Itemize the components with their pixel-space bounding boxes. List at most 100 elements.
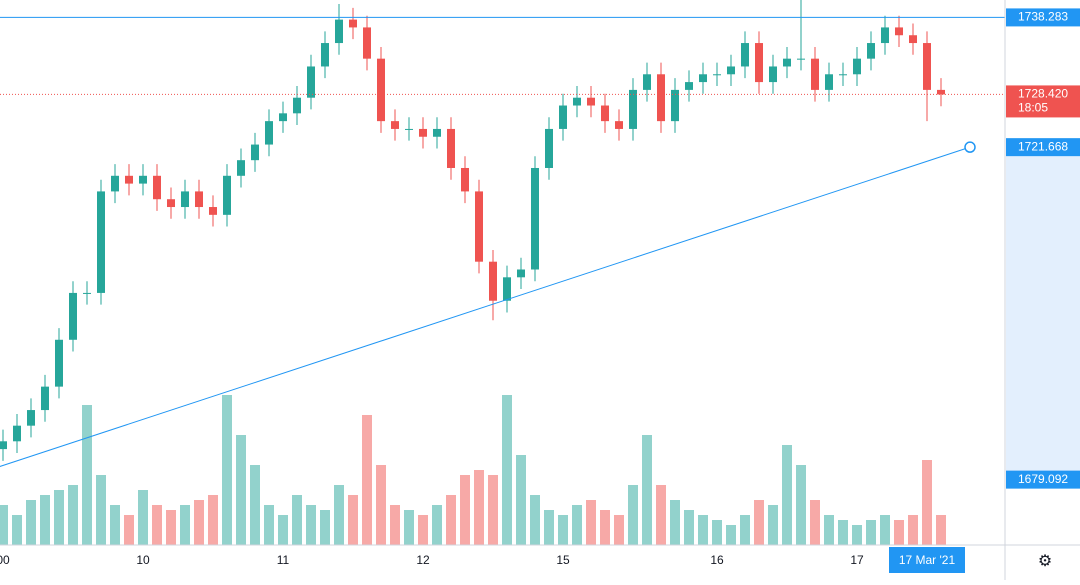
candle-body xyxy=(629,89,637,129)
volume-bar xyxy=(96,475,106,545)
candle-body xyxy=(559,105,567,129)
candle-body xyxy=(587,97,595,106)
volume-bar xyxy=(474,470,484,545)
candle-body xyxy=(125,175,133,184)
volume-bar xyxy=(446,495,456,545)
candle-body xyxy=(0,441,7,450)
countdown: 18:05 xyxy=(1018,101,1048,115)
candle-body xyxy=(755,43,763,83)
candle-body xyxy=(461,167,469,192)
volume-bar xyxy=(166,510,176,545)
volume-bar xyxy=(362,415,372,545)
volume-bar xyxy=(264,505,274,545)
candle-body xyxy=(181,191,189,208)
x-tick-label: 17 Mar '21 xyxy=(899,553,956,567)
volume-bar xyxy=(922,460,932,545)
volume-bar xyxy=(12,515,22,545)
candle-body xyxy=(405,128,413,130)
candle-body xyxy=(601,105,609,122)
x-tick-label: 12 xyxy=(416,553,430,567)
volume-bar xyxy=(782,445,792,545)
volume-bar xyxy=(516,455,526,545)
candle-body xyxy=(27,410,35,426)
volume-bar xyxy=(936,515,946,545)
volume-bar xyxy=(432,505,442,545)
candle-body xyxy=(55,339,63,387)
candle-body xyxy=(797,58,805,60)
candle-body xyxy=(685,82,693,90)
volume-bar xyxy=(222,395,232,545)
candle-body xyxy=(209,207,217,215)
candle-body xyxy=(517,269,525,278)
volume-bar xyxy=(586,500,596,545)
volume-bar xyxy=(208,495,218,545)
volume-bar xyxy=(26,500,36,545)
volume-bar xyxy=(194,500,204,545)
volume-bar xyxy=(152,505,162,545)
volume-bar xyxy=(54,490,64,545)
candle-body xyxy=(643,74,651,90)
price-label: 1728.420 xyxy=(1018,87,1068,101)
x-tick-label: 16 xyxy=(710,553,724,567)
candle-body xyxy=(937,89,945,95)
volume-bar xyxy=(768,505,778,545)
volume-bar xyxy=(334,485,344,545)
volume-bar xyxy=(558,515,568,545)
candle-body xyxy=(923,43,931,90)
price-label-box xyxy=(1006,138,1080,157)
volume-bar xyxy=(712,520,722,545)
volume-bar xyxy=(600,510,610,545)
candle-body xyxy=(545,128,553,168)
settings-icon[interactable]: ⚙ xyxy=(1038,553,1052,570)
candle-body xyxy=(237,160,245,176)
price-label: 1679.092 xyxy=(1018,472,1068,486)
volume-bar xyxy=(740,515,750,545)
candle-body xyxy=(475,191,483,262)
volume-bar xyxy=(656,485,666,545)
candle-body xyxy=(391,121,399,129)
candle-body xyxy=(433,128,441,137)
volume-bar xyxy=(670,500,680,545)
candle-body xyxy=(13,425,21,442)
candle-body xyxy=(503,277,511,301)
candle-body xyxy=(825,74,833,90)
candle-body xyxy=(349,19,357,28)
volume-bar xyxy=(110,505,120,545)
candle-body xyxy=(881,27,889,44)
volume-bar xyxy=(306,505,316,545)
volume-bar xyxy=(250,465,260,545)
candle-body xyxy=(783,58,791,67)
candle-body xyxy=(713,74,721,76)
price-label: 1721.668 xyxy=(1018,139,1068,153)
volume-bar xyxy=(404,510,414,545)
trend-line xyxy=(0,146,971,467)
range-highlight xyxy=(1006,147,1080,480)
candle-body xyxy=(335,19,343,44)
candle-body xyxy=(69,292,77,340)
volume-bar xyxy=(530,495,540,545)
volume-bar xyxy=(180,505,190,545)
candle-body xyxy=(671,89,679,122)
candle-body xyxy=(195,191,203,208)
volume-bar xyxy=(488,475,498,545)
volume-bar xyxy=(852,525,862,545)
candle-body xyxy=(741,43,749,67)
volume-bar xyxy=(628,485,638,545)
candle-body xyxy=(727,66,735,75)
volume-bar xyxy=(866,520,876,545)
time-axis xyxy=(0,545,1005,580)
price-label: 1738.283 xyxy=(1018,10,1068,24)
candle-body xyxy=(839,74,847,76)
volume-bar xyxy=(726,525,736,545)
volume-bar xyxy=(68,485,78,545)
volume-bar xyxy=(810,500,820,545)
candle-body xyxy=(573,97,581,106)
volume-bar xyxy=(684,510,694,545)
volume-bar xyxy=(82,405,92,545)
volume-bar xyxy=(418,515,428,545)
volume-bar xyxy=(502,395,512,545)
candle-body xyxy=(293,97,301,114)
candle-body xyxy=(531,167,539,270)
volume-bar xyxy=(880,515,890,545)
